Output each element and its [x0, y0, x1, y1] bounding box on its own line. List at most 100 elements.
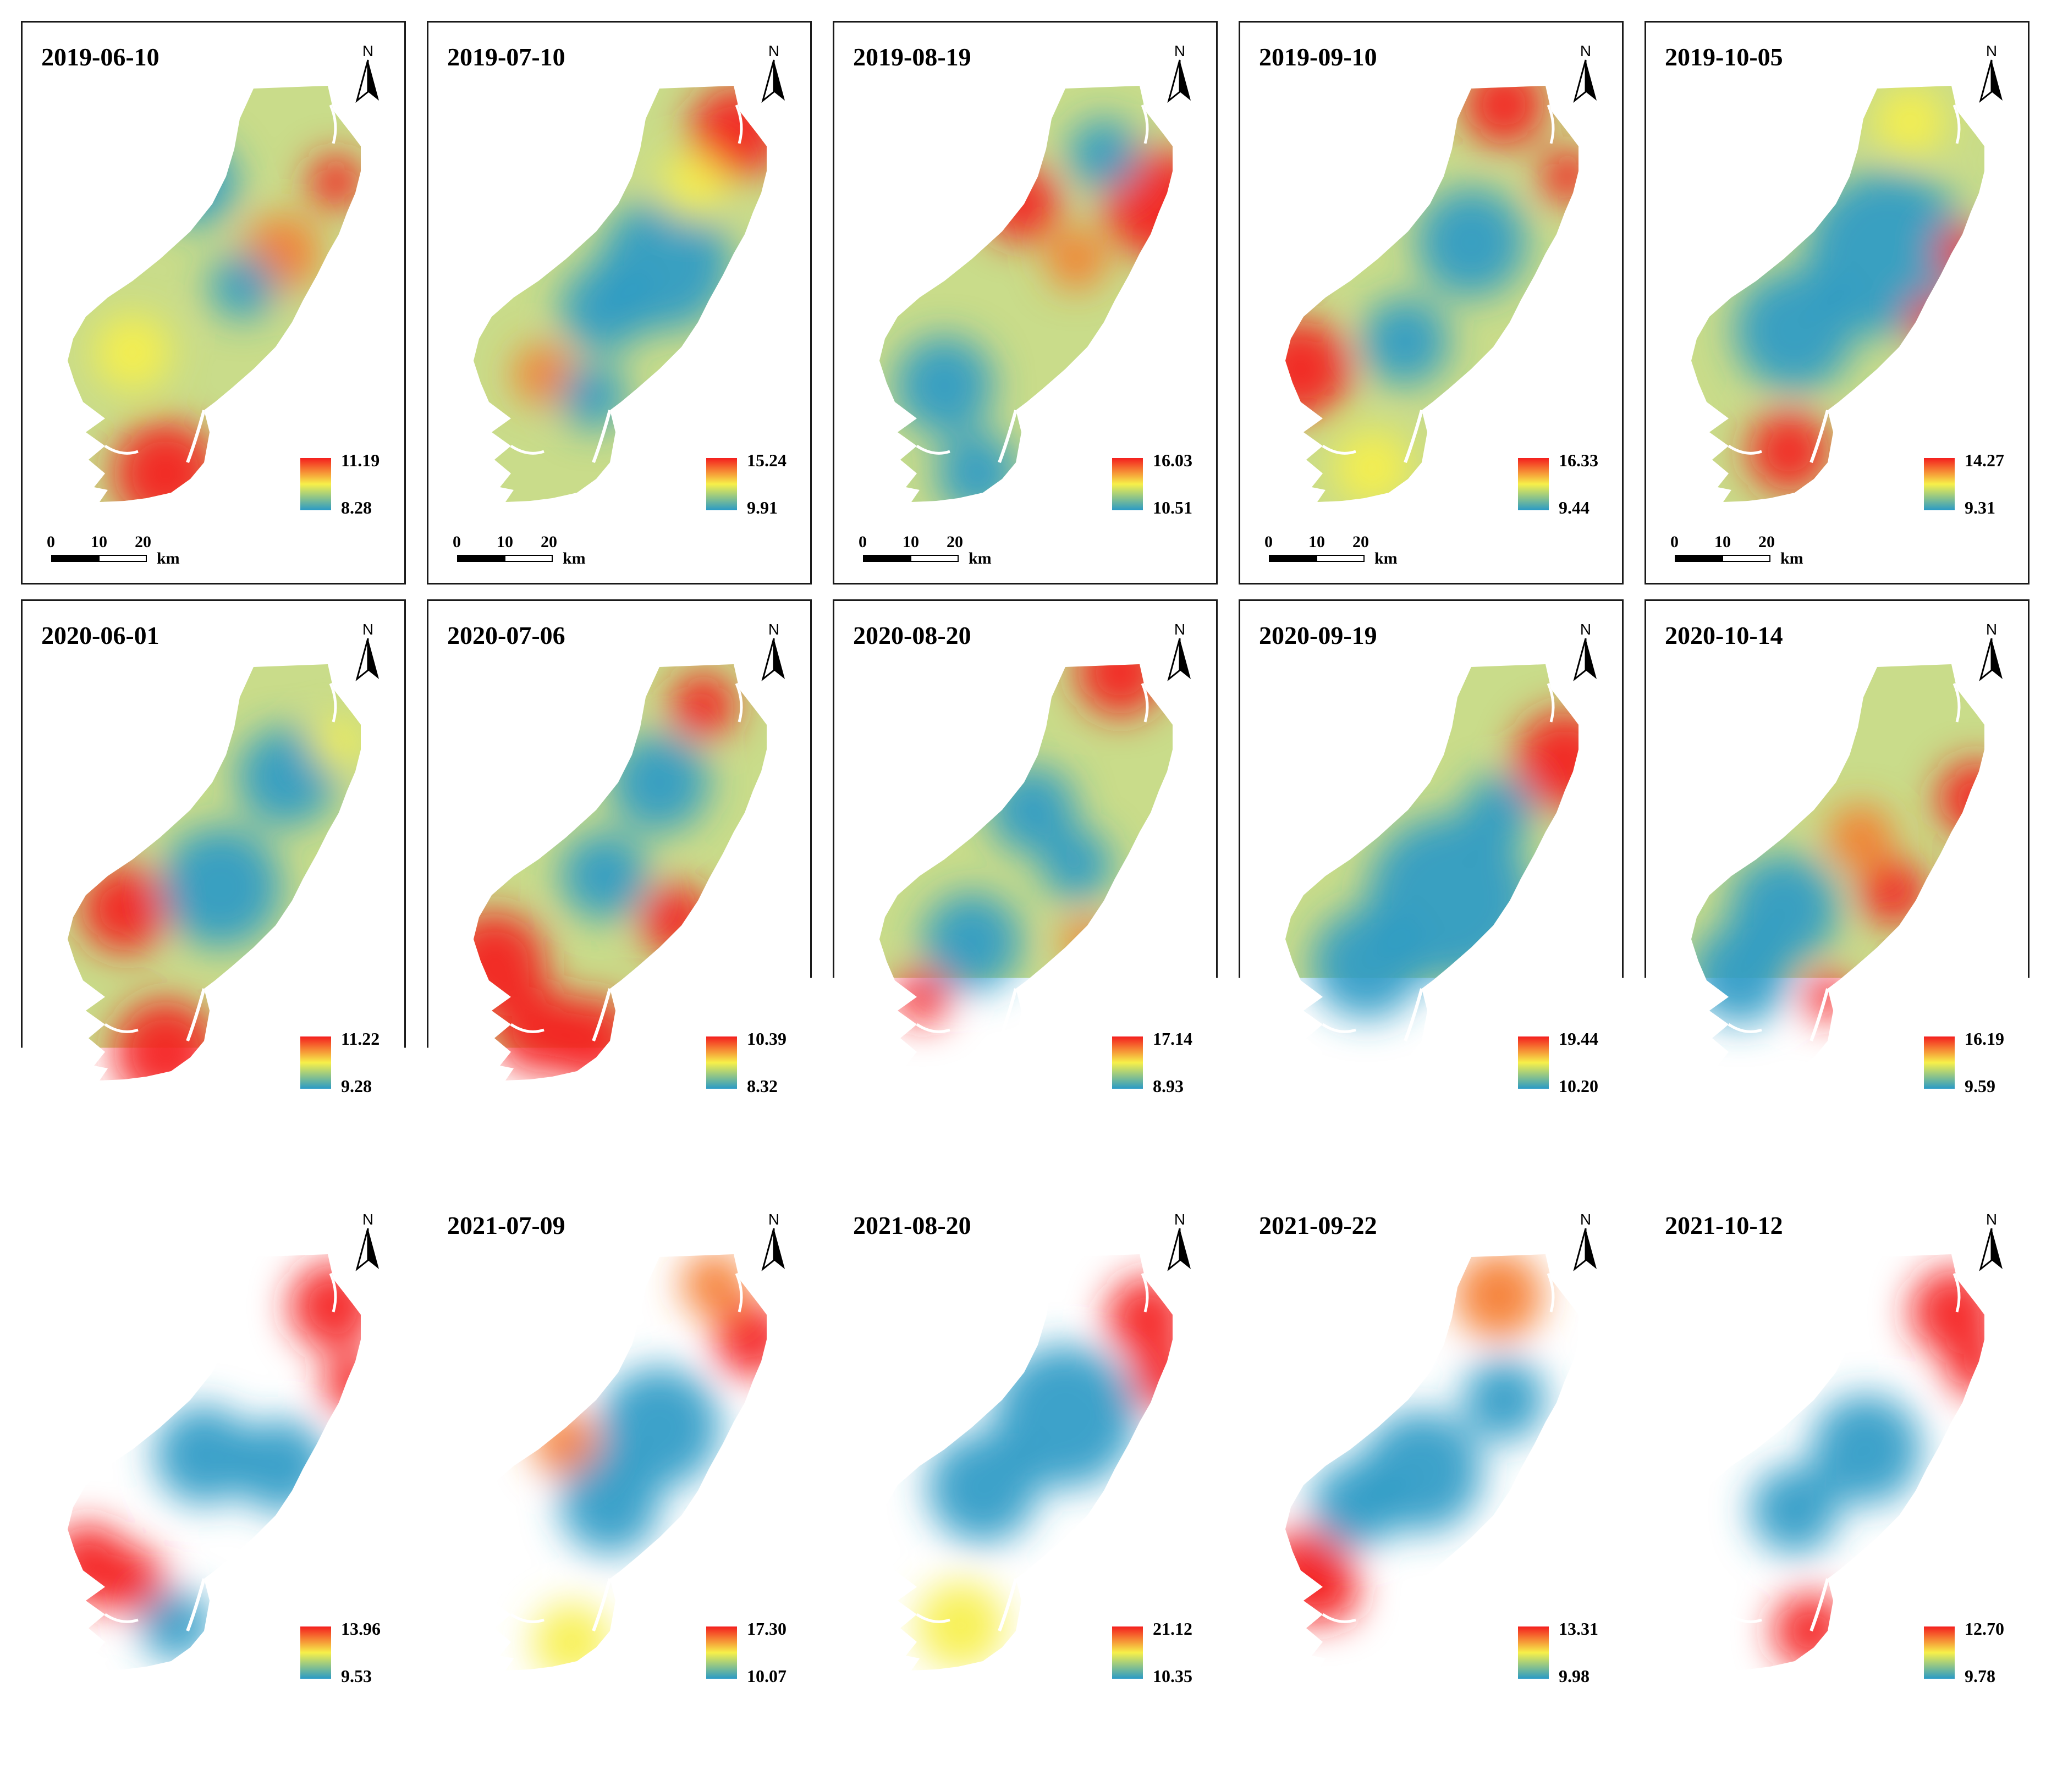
scale-tick-label: 10 — [91, 1701, 107, 1720]
color-legend: 10.39 8.32 — [706, 1036, 739, 1089]
scale-bar: 0 10 20 km — [1269, 1111, 1445, 1144]
map-panel-2020-09-19: 2020-09-19 N 19.44 10.20 0 10 20 km — [1239, 599, 1624, 1163]
legend-gradient-bar — [1518, 458, 1549, 510]
panel-date-label: 2020-09-19 — [1259, 621, 1377, 650]
scale-segment-dark — [457, 555, 505, 562]
scale-segment-light — [1722, 1133, 1770, 1140]
hot-zone-0 — [1251, 319, 1350, 418]
north-arrow-icon: N — [1975, 42, 2008, 103]
scale-unit-label: km — [1780, 549, 1803, 568]
panel-date-label: 2021-10-12 — [1665, 1211, 1783, 1240]
scale-tick-label: 20 — [947, 1111, 963, 1130]
scale-segment-light — [1316, 1723, 1365, 1730]
north-label: N — [351, 1211, 384, 1228]
legend-min-value: 9.28 — [341, 1076, 372, 1096]
north-label: N — [351, 42, 384, 60]
cold-zone-4 — [560, 1455, 659, 1554]
scale-segment-dark — [1675, 1133, 1723, 1140]
scale-bar: 0 10 20 km — [457, 533, 633, 566]
scale-segment-light — [504, 1133, 553, 1140]
north-label: N — [1163, 621, 1196, 638]
legend-max-value: 14.27 — [1965, 450, 2004, 471]
scale-segment-light — [98, 555, 147, 562]
scale-unit-label: km — [1374, 549, 1398, 568]
scale-segment-dark — [863, 1133, 911, 1140]
scale-segment-light — [504, 555, 553, 562]
scale-unit-label: km — [563, 1718, 586, 1736]
scale-segment-light — [98, 1133, 147, 1140]
legend-gradient-bar — [706, 1626, 737, 1679]
cold-zone-2 — [560, 264, 648, 352]
north-arrow-icon: N — [1975, 1211, 2008, 1271]
scale-unit-label: km — [157, 549, 180, 568]
north-label: N — [1569, 42, 1602, 60]
map-panel-2019-08-19: 2019-08-19 N 16.03 10.51 0 10 20 km — [833, 21, 1218, 585]
scale-tick-label: 10 — [1308, 1701, 1325, 1720]
color-legend: 12.70 9.78 — [1924, 1626, 1957, 1679]
hot-zone-5 — [1334, 429, 1411, 506]
cold-zone-5 — [610, 733, 709, 832]
legend-max-value: 15.24 — [747, 450, 787, 471]
hot-zone-4 — [917, 1581, 1005, 1669]
cold-zone-2 — [1312, 909, 1422, 1019]
scale-tick-label: 0 — [453, 533, 461, 552]
scale-tick-label: 10 — [497, 1111, 513, 1130]
scale-tick-label: 20 — [1352, 1111, 1369, 1130]
north-label: N — [1569, 621, 1602, 638]
map-panel-2020-08-20: 2020-08-20 N 17.14 8.93 0 10 20 km — [833, 599, 1218, 1163]
legend-max-value: 11.19 — [341, 450, 380, 471]
panel-date-label: 2020-06-01 — [41, 621, 160, 650]
color-legend: 16.19 9.59 — [1924, 1036, 1957, 1089]
scale-bar: 0 10 20 km — [457, 1701, 633, 1734]
scale-segment-light — [1722, 1723, 1770, 1730]
cold-zone-4 — [1361, 297, 1449, 385]
scale-tick-label: 20 — [135, 533, 151, 552]
scale-tick-label: 10 — [91, 1111, 107, 1130]
color-legend: 16.33 9.44 — [1518, 458, 1551, 510]
north-arrow-icon: N — [757, 42, 790, 103]
legend-gradient-bar — [300, 1036, 331, 1089]
scale-unit-label: km — [1780, 1128, 1803, 1146]
color-legend: 14.27 9.31 — [1924, 458, 1957, 510]
scale-unit-label: km — [1780, 1718, 1803, 1736]
scale-unit-label: km — [157, 1128, 180, 1146]
legend-max-value: 13.96 — [341, 1619, 381, 1639]
color-legend: 16.03 10.51 — [1112, 458, 1145, 510]
north-label: N — [1975, 42, 2008, 60]
hot-zone-5 — [1828, 804, 1894, 870]
north-label: N — [1569, 1211, 1602, 1228]
map-panel-grid: 2019-06-10 N 11.19 8.28 0 10 20 km 2019-07-10 N 15… — [0, 0, 2046, 1792]
scale-tick-label: 10 — [1714, 1111, 1731, 1130]
panel-date-label: 2020-07-06 — [447, 621, 565, 650]
legend-min-value: 9.44 — [1559, 498, 1590, 518]
hot-zone-1 — [1946, 1337, 2006, 1397]
north-arrow-icon: N — [757, 621, 790, 681]
north-arrow-icon: N — [1569, 621, 1602, 681]
north-arrow-icon: N — [351, 1211, 384, 1271]
color-legend: 17.30 10.07 — [706, 1626, 739, 1679]
scale-tick-label: 10 — [497, 1701, 513, 1720]
scale-segment-dark — [51, 1133, 100, 1140]
legend-gradient-bar — [1112, 458, 1143, 510]
map-panel-2021-07-09: 2021-07-09 N 17.30 10.07 0 10 20 km — [427, 1189, 812, 1753]
legend-max-value: 16.03 — [1153, 450, 1192, 471]
hot-zone-4 — [311, 719, 361, 769]
legend-gradient-bar — [1112, 1036, 1143, 1089]
north-label: N — [1975, 1211, 2008, 1228]
north-label: N — [351, 621, 384, 638]
scale-tick-label: 0 — [47, 1111, 55, 1130]
cold-zone-5 — [234, 1419, 328, 1513]
legend-max-value: 16.33 — [1559, 450, 1598, 471]
north-label: N — [757, 42, 790, 60]
hot-zone-5 — [1046, 229, 1107, 289]
scale-tick-label: 0 — [1670, 1701, 1679, 1720]
panel-date-label: 2020-10-14 — [1665, 621, 1783, 650]
hot-zone-0 — [80, 865, 168, 953]
scale-tick-label: 0 — [47, 1701, 55, 1720]
legend-min-value: 10.35 — [1153, 1666, 1192, 1686]
scale-unit-label: km — [1374, 1718, 1398, 1736]
scale-bar: 0 10 20 km — [863, 1701, 1039, 1734]
legend-gradient-bar — [1518, 1626, 1549, 1679]
legend-gradient-bar — [1924, 1036, 1955, 1089]
north-label: N — [1975, 621, 2008, 638]
